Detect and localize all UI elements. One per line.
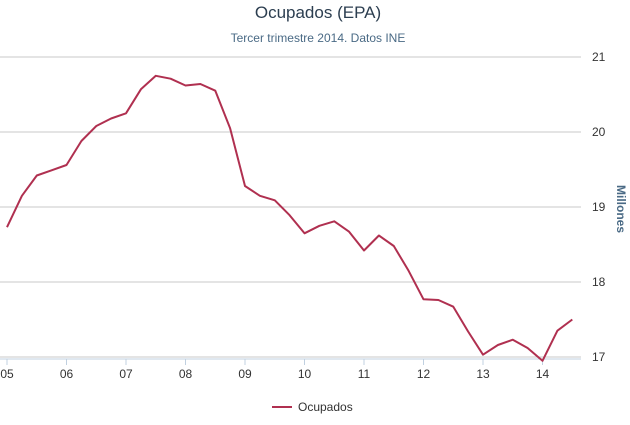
y-axis: 17 18 19 20 21 bbox=[592, 50, 606, 364]
x-axis: 05 06 07 08 09 10 11 12 13 14 bbox=[0, 359, 549, 381]
x-tick-label-09: 09 bbox=[238, 367, 252, 381]
legend[interactable]: Ocupados bbox=[272, 400, 353, 414]
series-group bbox=[6, 74, 573, 362]
x-tick-label-07: 07 bbox=[119, 367, 133, 381]
y-axis-label: Millones bbox=[614, 185, 628, 233]
y-tick-label-19: 19 bbox=[592, 200, 606, 214]
y-tick-label-18: 18 bbox=[592, 275, 606, 289]
y-tick-label-21: 21 bbox=[592, 50, 606, 64]
chart-subtitle: Tercer trimestre 2014. Datos INE bbox=[231, 31, 406, 45]
x-tick-label-11: 11 bbox=[358, 367, 371, 381]
x-tick-label-14: 14 bbox=[536, 367, 550, 381]
y-tick-label-20: 20 bbox=[592, 125, 606, 139]
grid-lines bbox=[0, 56, 581, 360]
x-tick-label-12: 12 bbox=[417, 367, 431, 381]
x-tick-label-13: 13 bbox=[476, 367, 490, 381]
x-tick-label-05: 05 bbox=[0, 367, 14, 381]
x-tick-label-08: 08 bbox=[179, 367, 193, 381]
x-tick-label-06: 06 bbox=[60, 367, 74, 381]
series-line-ocupados bbox=[6, 74, 573, 362]
chart-title: Ocupados (EPA) bbox=[255, 3, 381, 22]
x-tick-label-10: 10 bbox=[298, 367, 312, 381]
legend-label-ocupados: Ocupados bbox=[298, 400, 353, 414]
y-tick-label-17: 17 bbox=[592, 350, 606, 364]
